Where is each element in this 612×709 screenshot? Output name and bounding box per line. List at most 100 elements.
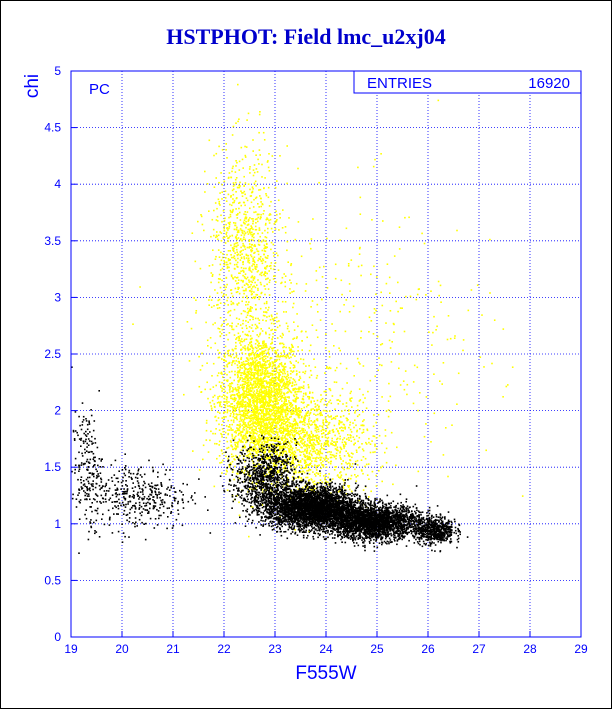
data-point — [250, 414, 253, 417]
data-point — [272, 462, 275, 464]
data-point — [265, 402, 267, 404]
data-point — [276, 320, 278, 323]
data-point — [213, 405, 216, 408]
data-point — [220, 232, 223, 234]
data-point — [257, 270, 260, 272]
data-point — [233, 458, 235, 460]
data-point — [284, 450, 286, 452]
data-point — [245, 360, 247, 362]
data-point — [294, 470, 297, 472]
data-point — [277, 269, 280, 271]
data-point — [348, 488, 351, 491]
data-point — [261, 354, 264, 356]
data-point — [296, 390, 298, 393]
data-point — [250, 201, 253, 204]
data-point — [229, 386, 231, 389]
data-point — [343, 447, 345, 449]
data-point — [257, 451, 260, 453]
data-point — [303, 459, 306, 462]
data-point — [293, 412, 295, 415]
data-point — [246, 440, 248, 443]
data-point — [293, 400, 295, 402]
data-point — [300, 358, 302, 360]
data-point — [269, 374, 272, 377]
data-point — [222, 253, 224, 255]
data-point — [229, 415, 232, 417]
data-point — [201, 352, 203, 355]
data-point — [345, 450, 347, 452]
data-point — [441, 383, 443, 385]
data-point — [245, 338, 248, 340]
data-point — [252, 432, 255, 435]
data-point — [283, 444, 285, 446]
data-point — [277, 406, 280, 408]
data-point — [284, 413, 287, 415]
data-point — [217, 299, 219, 302]
data-point — [278, 320, 280, 322]
data-point — [307, 444, 309, 447]
data-point — [238, 438, 240, 441]
data-point — [221, 434, 223, 436]
data-point — [243, 257, 246, 260]
data-point — [271, 328, 274, 331]
data-point — [253, 171, 256, 174]
data-point — [243, 434, 246, 437]
data-point — [252, 434, 254, 437]
data-point — [259, 437, 261, 439]
data-point — [324, 416, 327, 418]
data-point — [325, 444, 327, 446]
data-point — [373, 265, 375, 268]
data-point — [289, 434, 291, 436]
data-point — [241, 240, 243, 242]
data-point — [222, 430, 225, 433]
data-point — [268, 408, 270, 410]
data-point — [266, 473, 268, 476]
data-point — [250, 363, 253, 365]
data-point — [301, 440, 303, 442]
data-point — [277, 393, 280, 395]
data-point — [275, 439, 277, 442]
data-point — [325, 390, 327, 393]
data-point — [315, 329, 318, 331]
data-point — [234, 347, 236, 350]
data-point — [210, 430, 212, 433]
data-point — [251, 235, 254, 238]
data-point — [239, 228, 242, 230]
data-point — [295, 477, 297, 479]
data-point — [220, 371, 223, 374]
data-point — [251, 460, 254, 462]
data-point — [276, 420, 279, 422]
data-point — [275, 454, 277, 456]
data-point — [293, 366, 296, 368]
data-point — [274, 186, 277, 189]
data-point — [267, 288, 270, 290]
data-point — [381, 465, 384, 468]
data-point — [279, 424, 281, 427]
data-point — [286, 413, 289, 416]
data-point — [274, 396, 276, 398]
data-point — [433, 373, 435, 375]
data-point — [262, 444, 265, 447]
data-point — [281, 379, 283, 382]
data-point — [317, 473, 320, 475]
data-point — [281, 400, 283, 402]
data-point — [227, 193, 230, 196]
data-point — [233, 447, 236, 450]
data-point — [255, 383, 257, 385]
data-point — [284, 301, 287, 303]
data-point — [231, 364, 233, 366]
data-point — [249, 306, 252, 308]
data-point — [408, 216, 410, 219]
data-point — [235, 447, 238, 450]
data-point — [228, 222, 230, 224]
data-point — [254, 197, 257, 200]
data-point — [269, 213, 272, 216]
data-point — [251, 307, 253, 309]
data-point — [252, 383, 255, 385]
data-point — [308, 364, 310, 367]
data-point — [224, 451, 226, 454]
data-point — [236, 383, 239, 386]
data-point — [367, 463, 370, 465]
data-point — [216, 443, 218, 445]
data-point — [224, 352, 227, 355]
